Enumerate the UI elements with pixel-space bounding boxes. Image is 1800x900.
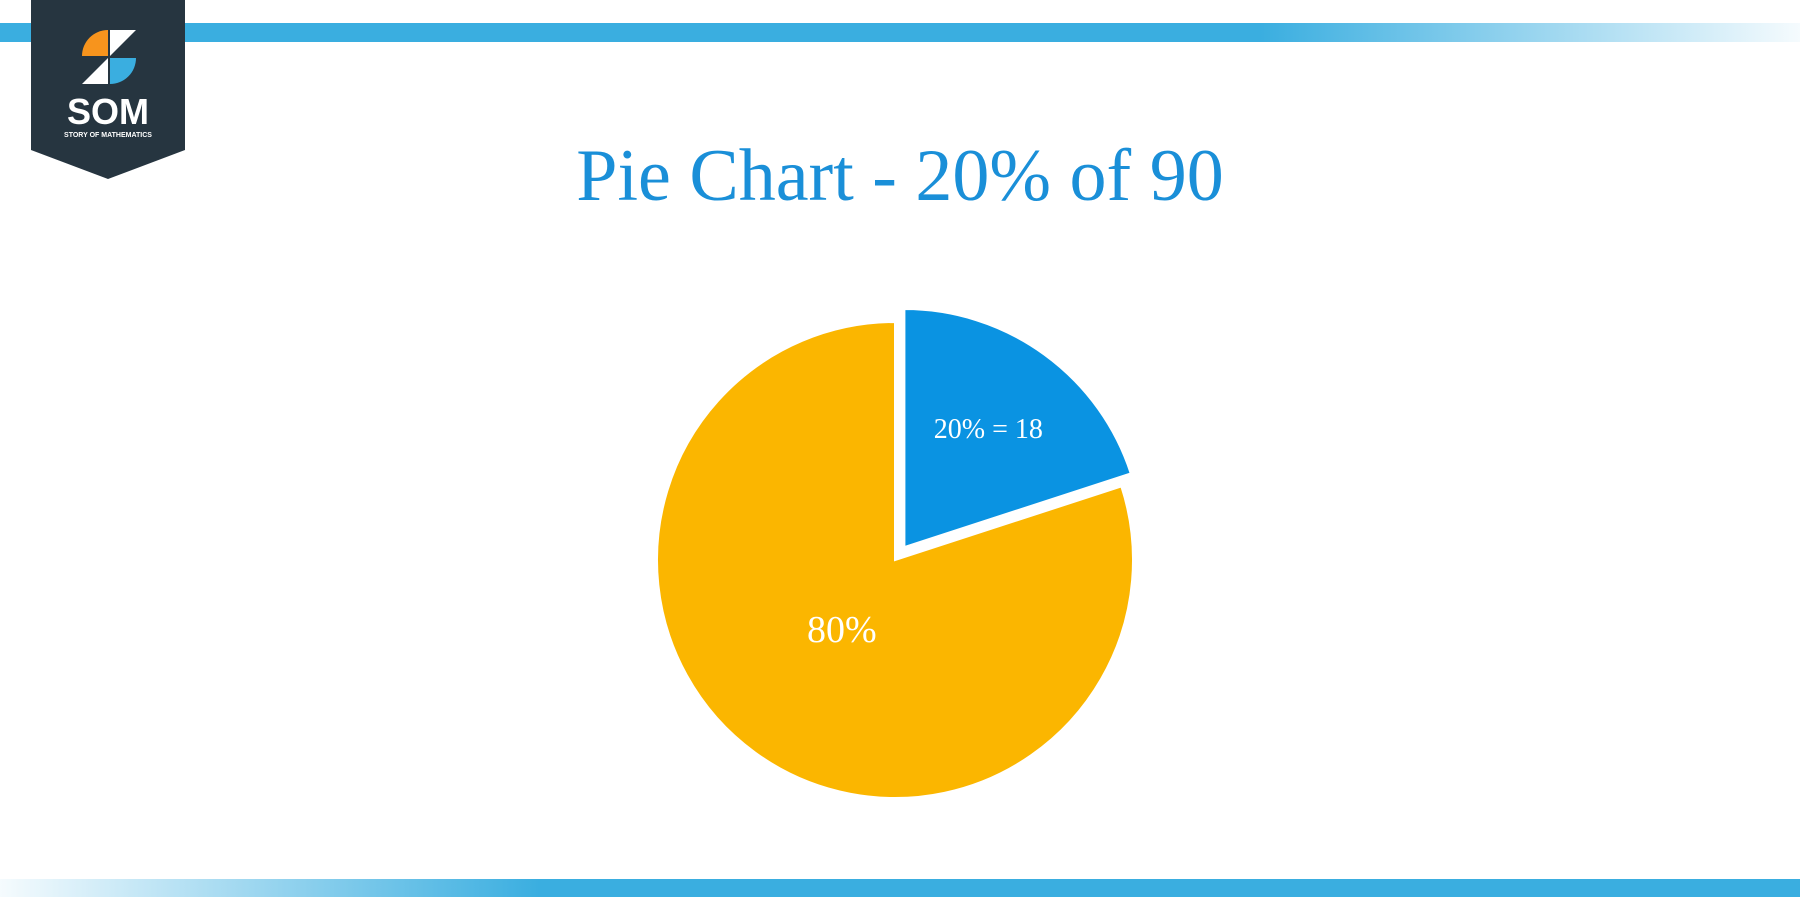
- logo-icon: [82, 58, 108, 84]
- pie-slice: [903, 308, 1133, 549]
- data-label: 20% = 18: [934, 414, 1043, 445]
- logo-icon: [82, 30, 108, 56]
- logo-icon: [110, 30, 136, 56]
- chart-title: Pie Chart - 20% of 90: [576, 135, 1223, 217]
- pie-slice: [656, 320, 1134, 799]
- top-bar: [0, 23, 1800, 42]
- logo: SOM STORY OF MATHEMATICS: [31, 0, 185, 179]
- bottom-bar: [0, 879, 1800, 897]
- pie: 20% = 18 80%: [656, 308, 1134, 799]
- logo-text: SOM: [67, 91, 149, 132]
- logo-badge: [31, 0, 185, 179]
- logo-icon: [110, 58, 136, 84]
- logo-subtitle: STORY OF MATHEMATICS: [64, 132, 152, 139]
- data-label: 80%: [807, 609, 877, 651]
